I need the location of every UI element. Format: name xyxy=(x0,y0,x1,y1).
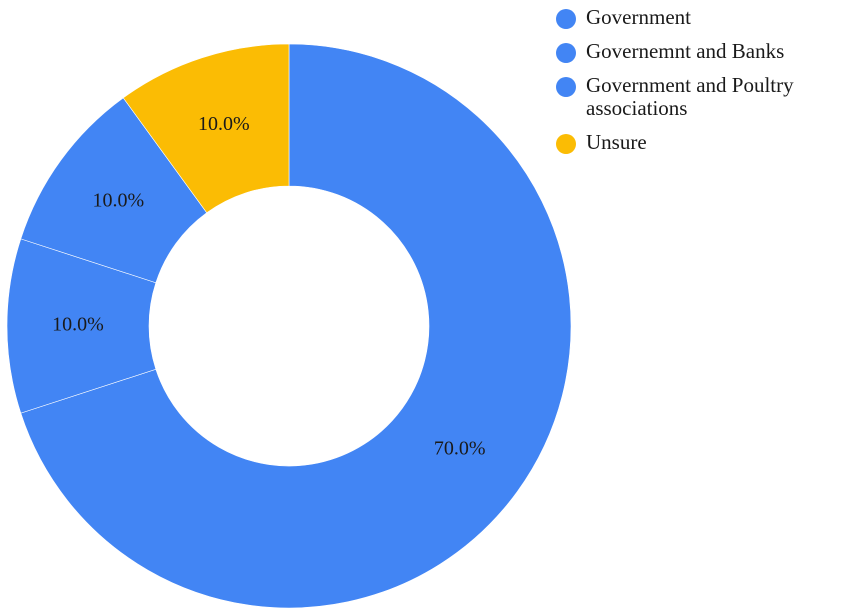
legend-swatch-icon xyxy=(556,134,576,154)
legend-item-government-and-poultry-associations[interactable]: Government and Poultry associations xyxy=(556,74,846,120)
donut-slice-labels: 70.0% 10.0% 10.0% 10.0% xyxy=(52,113,485,460)
slice-value-label-government-and-poultry-associations: 10.0% xyxy=(92,190,144,212)
legend-label: Unsure xyxy=(586,130,647,154)
donut-slices xyxy=(6,43,572,609)
legend-swatch-icon xyxy=(556,43,576,63)
donut-slice-unsure[interactable] xyxy=(122,43,290,214)
donut-slice-government[interactable] xyxy=(20,43,572,609)
legend-swatch-icon xyxy=(556,77,576,97)
legend-item-government-and-banks[interactable]: Governemnt and Banks xyxy=(556,40,846,63)
legend-item-government[interactable]: Government xyxy=(556,6,846,29)
chart-legend: Government Governemnt and Banks Governme… xyxy=(556,6,846,165)
legend-swatch-icon xyxy=(556,9,576,29)
slice-value-label-government: 70.0% xyxy=(434,438,486,460)
legend-label: Government xyxy=(586,5,691,29)
legend-label: Governemnt and Banks xyxy=(586,39,785,63)
slice-value-label-unsure: 10.0% xyxy=(198,113,250,135)
legend-item-unsure[interactable]: Unsure xyxy=(556,131,846,154)
slice-value-label-governemnt-and-banks: 10.0% xyxy=(52,314,104,336)
legend-label: Government and Poultry associations xyxy=(586,73,794,120)
